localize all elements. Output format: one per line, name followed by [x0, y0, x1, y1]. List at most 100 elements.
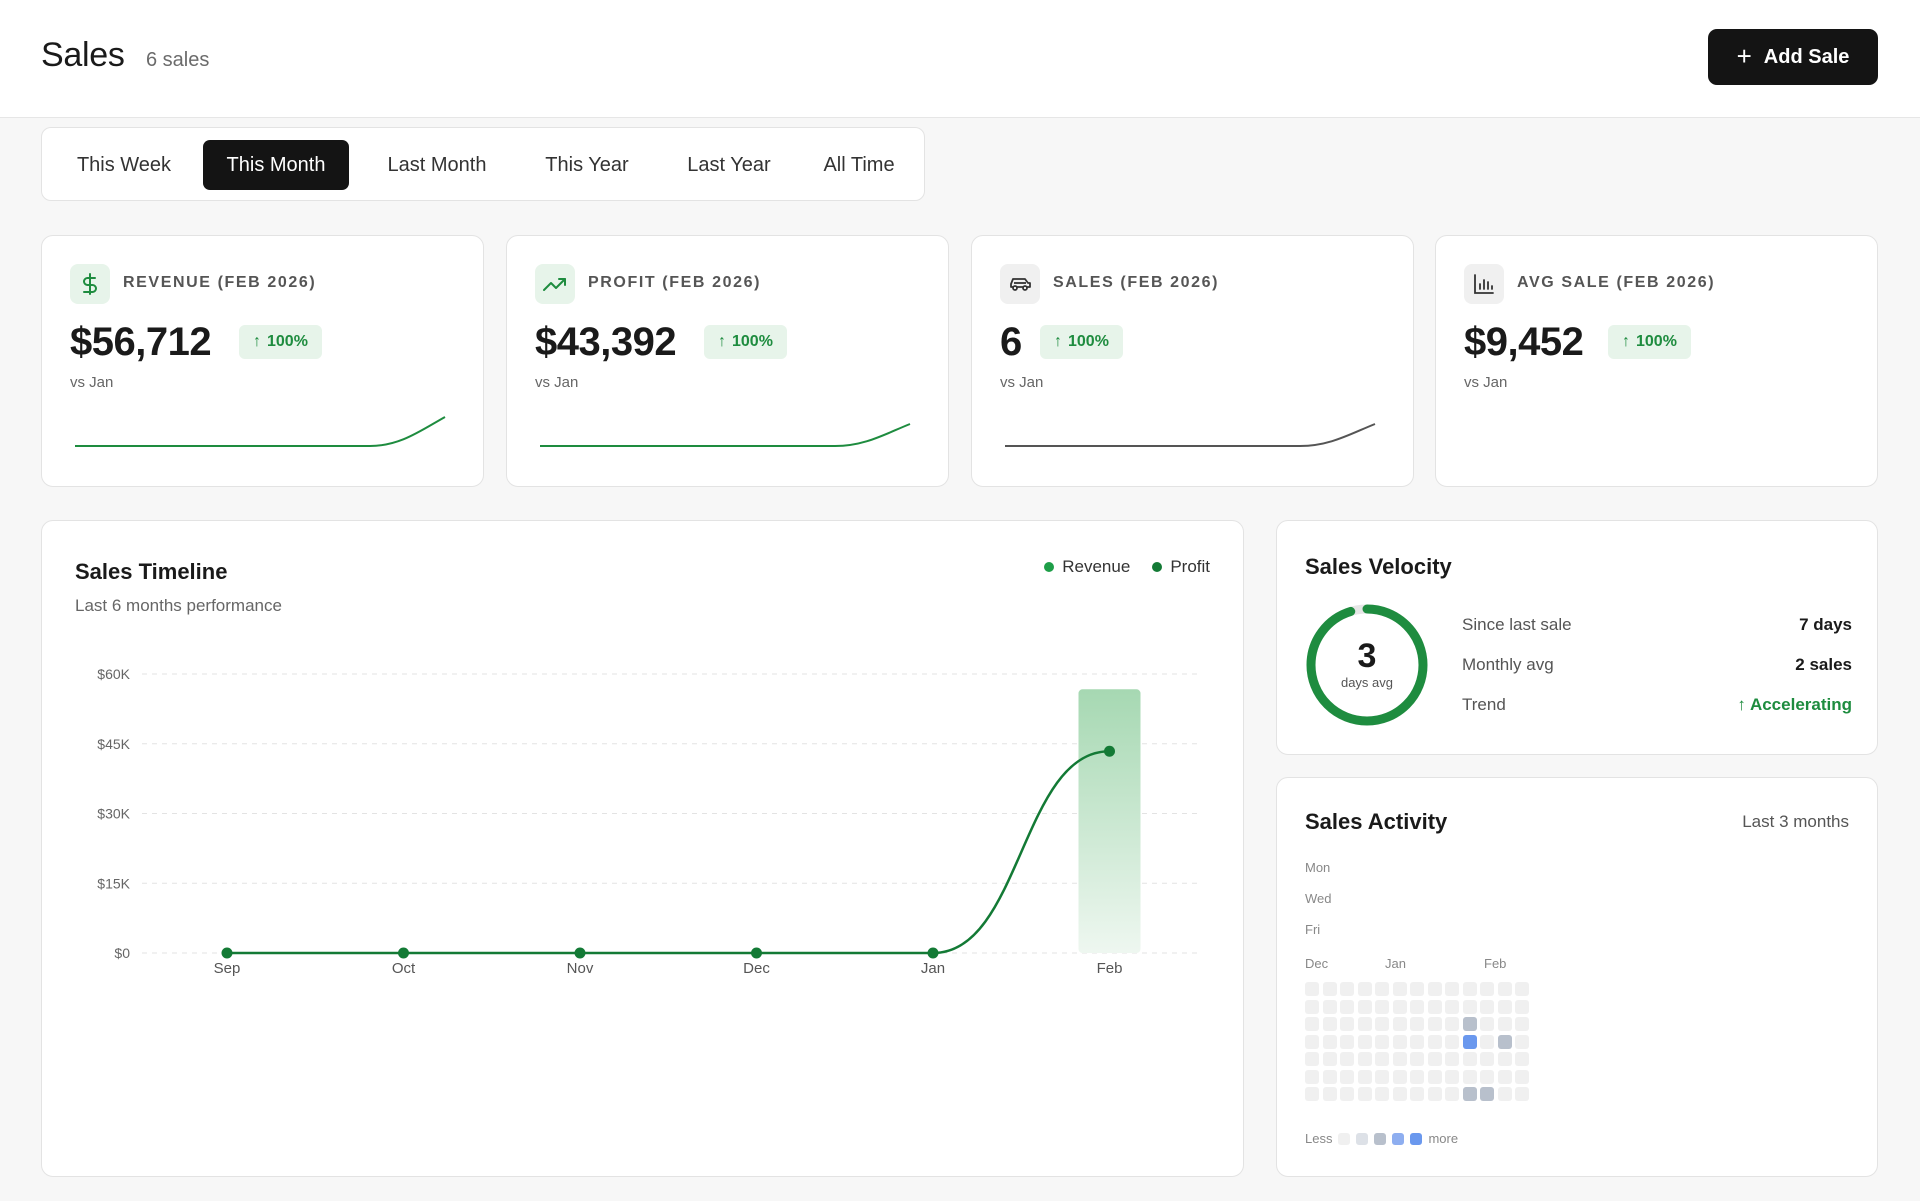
stat-label: REVENUE (FEB 2026)	[123, 274, 317, 291]
y-tick-label: $45K	[97, 736, 130, 752]
tab-all-time[interactable]: All Time	[823, 154, 895, 176]
activity-cell	[1340, 1017, 1354, 1031]
x-tick-label: Jan	[921, 960, 945, 977]
page-header: Sales 6 sales + Add Sale	[0, 0, 1920, 118]
y-tick-label: $30K	[97, 806, 130, 822]
tab-this-year[interactable]: This Year	[545, 154, 629, 176]
activity-cell	[1305, 1034, 1319, 1049]
ring-progress	[1306, 604, 1428, 726]
velocity-ring	[1306, 604, 1428, 726]
activity-cell	[1375, 982, 1389, 996]
activity-cell	[1515, 999, 1529, 1014]
sparkline-path	[1005, 423, 1376, 447]
legend-item-revenue[interactable]: Revenue	[1044, 557, 1130, 577]
row-key: Trend	[1462, 695, 1506, 714]
activity-cell	[1305, 999, 1319, 1014]
activity-cell	[1445, 1052, 1459, 1066]
activity-title: Sales Activity	[1305, 809, 1448, 834]
activity-cell	[1357, 1087, 1372, 1101]
tab-last-year[interactable]: Last Year	[687, 154, 771, 176]
change-value: 100%	[1068, 333, 1109, 350]
change-value: 100%	[1636, 333, 1677, 350]
activity-cell	[1322, 999, 1337, 1014]
legend-item-profit[interactable]: Profit	[1152, 557, 1210, 577]
sales-velocity-card: Sales Velocity 3 days avg Since last sal…	[1276, 520, 1878, 755]
add-sale-label: Add Sale	[1763, 45, 1850, 68]
plus-icon: +	[1736, 40, 1752, 71]
month-label: Feb	[1484, 956, 1507, 971]
activity-cell	[1375, 1069, 1389, 1084]
add-sale-button[interactable]: + Add Sale	[1708, 29, 1878, 85]
scale-swatch	[1356, 1132, 1369, 1145]
activity-cell	[1497, 1052, 1512, 1066]
chart-legend: Revenue Profit	[1044, 557, 1210, 577]
activity-scale: Less more	[1305, 1131, 1458, 1146]
activity-cell	[1445, 999, 1459, 1014]
timeline-subtitle: Last 6 months performance	[75, 596, 282, 615]
stat-value: $9,452	[1464, 320, 1584, 364]
legend-swatch	[1152, 562, 1163, 572]
activity-cell	[1392, 1069, 1407, 1084]
activity-cell	[1445, 1034, 1459, 1049]
dollar-icon	[70, 264, 110, 304]
activity-cell	[1305, 982, 1319, 996]
activity-cell	[1427, 1069, 1442, 1084]
activity-cell	[1340, 1069, 1354, 1084]
change-badge: ↑ 100%	[704, 325, 787, 359]
stat-label: SALES (FEB 2026)	[1053, 274, 1220, 291]
activity-cell	[1340, 1087, 1354, 1101]
stat-value: 6	[1000, 320, 1022, 364]
scale-swatch	[1374, 1132, 1387, 1145]
change-value: 100%	[732, 333, 773, 350]
revenue-bar	[1078, 689, 1141, 953]
velocity-title: Sales Velocity	[1305, 554, 1452, 579]
activity-cell	[1375, 1087, 1389, 1101]
legend-label: Revenue	[1062, 557, 1131, 576]
month-label: Dec	[1305, 956, 1329, 971]
sales-timeline-card: Sales Timeline Last 6 months performance…	[41, 520, 1244, 1177]
row-value: 2 sales	[1795, 655, 1852, 674]
x-tick-label: Oct	[392, 960, 416, 977]
activity-cell	[1322, 982, 1337, 996]
scale-less-label: Less	[1305, 1131, 1333, 1146]
activity-cell	[1497, 1034, 1512, 1049]
timeline-title: Sales Timeline	[75, 559, 228, 584]
revenue-sparkline	[75, 416, 446, 447]
stat-value: $56,712	[70, 320, 212, 364]
profit-point	[398, 947, 409, 959]
activity-cell	[1410, 1087, 1424, 1101]
tab-last-month[interactable]: Last Month	[387, 154, 487, 176]
activity-range: Last 3 months	[1742, 812, 1849, 831]
compare-label: vs Jan	[1464, 374, 1508, 391]
activity-cell	[1322, 1017, 1337, 1031]
activity-cell	[1322, 1034, 1337, 1049]
tab-this-week[interactable]: This Week	[76, 154, 172, 176]
activity-cell	[1480, 982, 1494, 996]
row-key: Since last sale	[1462, 615, 1572, 634]
legend-swatch	[1044, 562, 1055, 572]
scale-more-label: more	[1428, 1131, 1459, 1146]
sales-card: SALES (FEB 2026) 6 ↑ 100% vs Jan	[971, 235, 1414, 487]
profit-point	[574, 947, 586, 959]
month-label: Jan	[1385, 956, 1406, 971]
activity-cell	[1462, 1052, 1477, 1066]
x-tick-label: Dec	[743, 960, 770, 977]
change-badge: ↑ 100%	[1608, 325, 1691, 359]
activity-cell	[1322, 1087, 1337, 1101]
activity-cell	[1445, 1017, 1459, 1031]
profit-card: PROFIT (FEB 2026) $43,392 ↑ 100% vs Jan	[506, 235, 949, 487]
tab-this-month[interactable]: This Month	[203, 140, 349, 190]
scale-swatch	[1410, 1132, 1423, 1145]
sparkline-path	[540, 423, 911, 447]
activity-cell	[1497, 1069, 1512, 1084]
profit-sparkline	[540, 423, 911, 447]
activity-cell	[1392, 1052, 1407, 1066]
ring-label: days avg	[1340, 675, 1394, 690]
row-value: 7 days	[1799, 615, 1852, 634]
activity-cell	[1480, 1034, 1494, 1049]
activity-cell	[1427, 1034, 1442, 1049]
activity-cell	[1515, 1052, 1529, 1066]
legend-label: Profit	[1170, 557, 1210, 576]
sales-timeline-chart: $0 $15K $30K $45K $60K Sep Oct Nov Dec Jan Feb	[97, 666, 1197, 977]
change-value: 100%	[267, 333, 308, 350]
